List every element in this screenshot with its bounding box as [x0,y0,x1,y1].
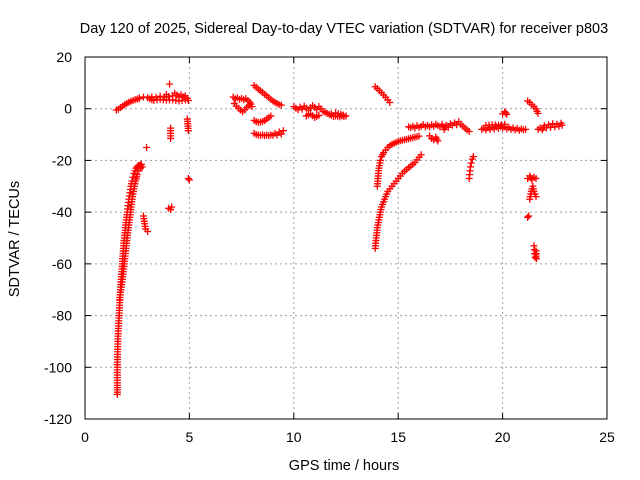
data-point [502,109,510,117]
data-point [248,103,256,111]
x-tick-label: 5 [186,429,194,445]
series-arc-18 [524,172,540,263]
data-point [185,176,193,184]
data-point [279,127,287,135]
data-point [534,109,542,117]
data-point [133,171,141,179]
data-points [112,80,566,398]
grid-lines [85,57,607,419]
data-point [184,175,192,183]
data-point [332,109,340,117]
series-arc-1c [146,95,189,105]
data-point [167,134,175,142]
data-point [532,255,540,263]
data-point [168,203,176,211]
data-point [376,156,384,164]
data-point [501,120,509,128]
series-arc-17 [524,97,542,117]
y-axis-label: SDTVAR / TECUs [7,181,23,297]
x-axis-label: GPS time / hours [289,458,399,474]
y-tick-labels: 20 0 -20 -40 -60 -80 -100 -120 [44,49,72,427]
y-tick-label: -80 [52,308,72,324]
data-point [467,159,475,167]
data-point [415,132,423,140]
x-tick-label: 25 [599,429,615,445]
y-tick-label: 0 [64,101,72,117]
data-point [138,163,146,171]
data-point [444,123,452,131]
data-point [469,153,477,161]
data-point [143,144,151,151]
series-arc-12 [405,118,473,135]
y-tick-label: -40 [52,204,72,220]
data-point [327,110,335,118]
data-point [267,112,275,120]
data-point [525,212,533,220]
series-arc-11 [371,83,394,107]
series-arc-9 [371,151,425,252]
x-tick-label: 0 [81,429,89,445]
data-point [465,127,473,135]
y-tick-label: -100 [44,359,72,375]
data-point [558,121,566,129]
x-tick-labels: 0 5 10 15 20 25 [81,429,615,445]
data-point [386,99,394,107]
x-tick-label: 15 [390,429,406,445]
data-point [184,127,192,135]
data-point [503,110,511,118]
y-tick-label: -60 [52,256,72,272]
y-tick-label: -20 [52,152,72,168]
series-arc-6 [250,112,275,126]
data-point [135,94,143,102]
data-point [532,193,540,201]
series-arc-4 [229,93,256,116]
y-tick-label: -120 [44,411,72,427]
series-arc-15 [478,120,530,134]
y-tick-label: 20 [56,49,72,65]
series-arc-2b [115,163,146,304]
series-arc-8 [290,102,350,122]
data-point [417,151,425,159]
series-arc-5 [250,81,285,109]
series-arc-13 [426,132,442,145]
series-arc-3 [139,80,193,236]
x-tick-label: 20 [495,429,511,445]
series-arc-14 [465,153,477,183]
series-arc-1a [112,95,143,114]
data-point [315,111,323,119]
data-point [144,228,152,236]
data-point [165,93,173,101]
series-arc-16 [499,108,511,118]
data-point [524,213,532,221]
data-point [434,137,442,145]
data-point [181,96,189,104]
data-point [522,125,530,133]
chart-title: Day 120 of 2025, Sidereal Day-to-day VTE… [80,21,608,37]
axis-ticks [84,56,608,420]
data-point [466,163,474,171]
data-point [532,175,540,183]
plot-frame [84,56,608,420]
series-arc-10 [373,132,423,190]
data-point [137,164,145,172]
series-arc-19 [534,119,566,134]
data-point [277,101,285,109]
series-arc-7 [250,127,287,140]
x-tick-label: 10 [286,429,302,445]
data-point [166,80,174,88]
